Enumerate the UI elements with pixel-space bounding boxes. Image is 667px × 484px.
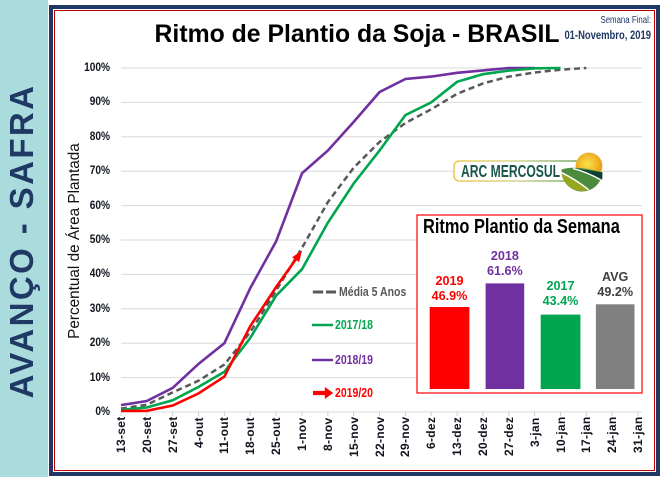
svg-text:ARC MERCOSUL: ARC MERCOSUL xyxy=(461,161,560,181)
